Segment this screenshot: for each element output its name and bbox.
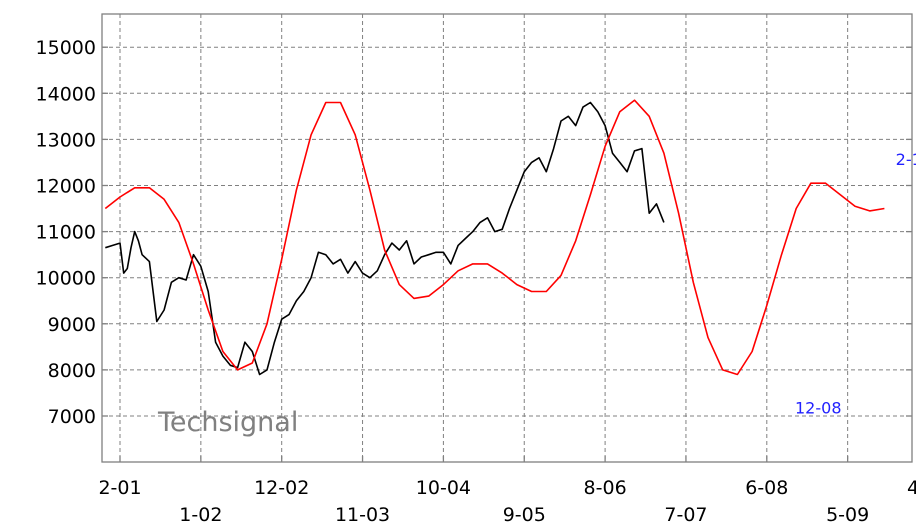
y-tick-label: 9000 xyxy=(48,314,96,336)
x-tick-label: 4-10 xyxy=(907,477,916,499)
series-layer xyxy=(104,99,885,376)
grid-layer xyxy=(101,13,913,463)
x-tick-label: 6-08 xyxy=(745,477,788,499)
x-tick-label: 1-02 xyxy=(179,504,222,526)
y-tick-label: 10000 xyxy=(36,268,96,290)
x-tick-label: 11-03 xyxy=(335,504,390,526)
y-tick-label: 14000 xyxy=(36,83,96,105)
x-tick-label: 10-04 xyxy=(416,477,471,499)
watermark-text: Techsignal xyxy=(157,407,298,438)
annotation-label: 12-08 xyxy=(795,399,842,418)
y-tick-label: 13000 xyxy=(36,129,96,151)
cycle-series-line xyxy=(104,99,885,376)
plot-frame xyxy=(101,13,913,463)
x-tick-label: 9-05 xyxy=(503,504,546,526)
y-tick-label: 8000 xyxy=(48,360,96,382)
x-tick-label: 7-07 xyxy=(664,504,707,526)
annotation-label: 2-10 xyxy=(896,150,916,169)
y-tick-label: 11000 xyxy=(36,222,96,244)
text-layer: 7000 8000 9000 10000 11000 12000 13000 14000 150… xyxy=(36,37,916,526)
y-tick-label: 7000 xyxy=(48,406,96,428)
x-tick-label: 8-06 xyxy=(584,477,627,499)
x-tick-label: 2-01 xyxy=(98,477,141,499)
x-tick-label: 5-09 xyxy=(826,504,869,526)
x-tick-label: 12-02 xyxy=(254,477,309,499)
y-tick-label: 15000 xyxy=(36,37,96,59)
y-tick-label: 12000 xyxy=(36,176,96,198)
price-series-line xyxy=(105,101,665,376)
